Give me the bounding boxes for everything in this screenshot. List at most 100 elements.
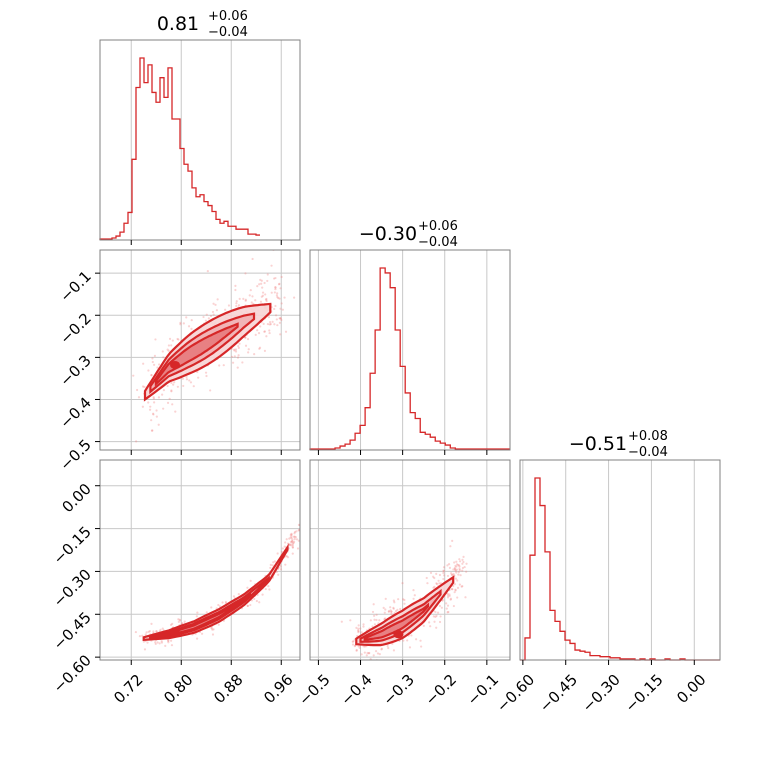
scatter-point — [217, 603, 220, 607]
scatter-point — [401, 581, 404, 585]
scatter-point — [242, 297, 245, 300]
grid-1-1 — [317, 250, 488, 450]
scatter-point — [455, 565, 458, 568]
scatter-point — [150, 622, 153, 625]
scatter-point — [349, 619, 352, 622]
scatter-point — [458, 583, 462, 586]
title-minus-error: −0.04 — [208, 25, 248, 40]
scatter-point — [294, 536, 297, 539]
scatter-point — [442, 571, 445, 575]
scatter-point — [372, 654, 375, 657]
scatter-point — [351, 640, 354, 643]
scatter-point — [392, 599, 395, 602]
scatter-point — [259, 325, 262, 328]
y-tick-label: −0.45 — [50, 608, 95, 653]
scatter-point — [147, 630, 150, 633]
scatter-point — [387, 646, 390, 650]
scatter-point — [357, 627, 360, 630]
scatter-point — [446, 564, 449, 567]
scatter-point — [183, 620, 186, 623]
scatter-point — [152, 630, 155, 633]
scatter-point — [450, 573, 454, 576]
scatter-point — [189, 381, 193, 384]
scatter-point — [172, 383, 175, 386]
scatter-point — [261, 291, 265, 294]
scatter-point — [234, 348, 238, 351]
scatter-point — [279, 317, 282, 320]
scatter-point — [383, 661, 385, 663]
scatter-point — [461, 566, 465, 570]
scatter-point — [185, 375, 188, 378]
scatter-point — [442, 569, 445, 572]
scatter-point — [461, 584, 464, 588]
scatter-point — [178, 618, 181, 621]
scatter-point — [384, 608, 387, 611]
scatter-point — [274, 288, 277, 291]
scatter-point — [455, 571, 458, 574]
scatter-point — [456, 586, 460, 589]
scatter-point — [268, 331, 271, 335]
scatter-point — [204, 319, 208, 322]
scatter-point — [265, 299, 268, 303]
scatter-point — [232, 595, 236, 598]
scatter-point — [285, 538, 288, 541]
scatter-point — [357, 630, 360, 633]
scatter-point — [284, 541, 287, 544]
scatter-point — [289, 543, 292, 546]
title-plus-error: +0.06 — [208, 9, 248, 24]
scatter-point — [442, 570, 445, 573]
scatter-point — [152, 412, 155, 415]
scatter-point — [293, 530, 297, 534]
scatter-point — [224, 600, 227, 604]
scatter-point — [170, 389, 173, 392]
scatter-point — [290, 533, 293, 536]
scatter-point — [246, 586, 249, 589]
scatter-point — [195, 637, 199, 640]
scatter-point — [295, 538, 299, 541]
scatter-point — [141, 634, 144, 637]
scatter-point — [412, 597, 415, 600]
scatter-point — [274, 286, 277, 289]
scatter-point — [289, 533, 292, 537]
title-value: 0.81 — [157, 13, 199, 35]
scatter-point — [268, 323, 271, 326]
scatter-point — [291, 545, 294, 549]
scatter-point — [155, 630, 158, 633]
scatter-point — [289, 540, 292, 543]
scatter-point — [293, 296, 296, 299]
scatter-point — [359, 627, 362, 630]
scatter-point — [181, 377, 184, 380]
scatter-point — [435, 582, 438, 585]
scatter-point — [449, 598, 452, 601]
scatter-point — [390, 610, 393, 613]
scatter-point — [152, 413, 155, 416]
panel-title-p0: 0.81 — [157, 13, 199, 35]
scatter-point — [458, 565, 461, 568]
scatter-point — [167, 639, 170, 642]
scatter-point — [410, 634, 413, 637]
scatter-point — [375, 613, 378, 616]
scatter-point — [448, 593, 451, 596]
scatter-point — [233, 348, 236, 351]
scatter-point — [389, 606, 392, 609]
scatter-point — [452, 572, 455, 576]
scatter-point — [278, 317, 281, 320]
scatter-point — [212, 628, 215, 631]
scatter-point — [264, 587, 267, 591]
scatter-point — [459, 574, 462, 577]
scatter-point — [280, 550, 283, 553]
scatter-point — [269, 566, 272, 569]
scatter-point — [279, 287, 282, 290]
scatter-point — [150, 419, 153, 422]
scatter-point — [340, 620, 343, 623]
scatter-point — [451, 573, 454, 577]
x-tick-label: −0.3 — [379, 671, 417, 709]
x-tick-label: −0.2 — [422, 671, 460, 709]
scatter-point — [168, 397, 171, 400]
scatter-point — [260, 295, 263, 298]
scatter-point — [216, 298, 219, 301]
scatter-point — [137, 396, 141, 399]
scatter-point — [360, 631, 363, 634]
scatter-point — [148, 630, 151, 633]
scatter-point — [185, 378, 189, 381]
